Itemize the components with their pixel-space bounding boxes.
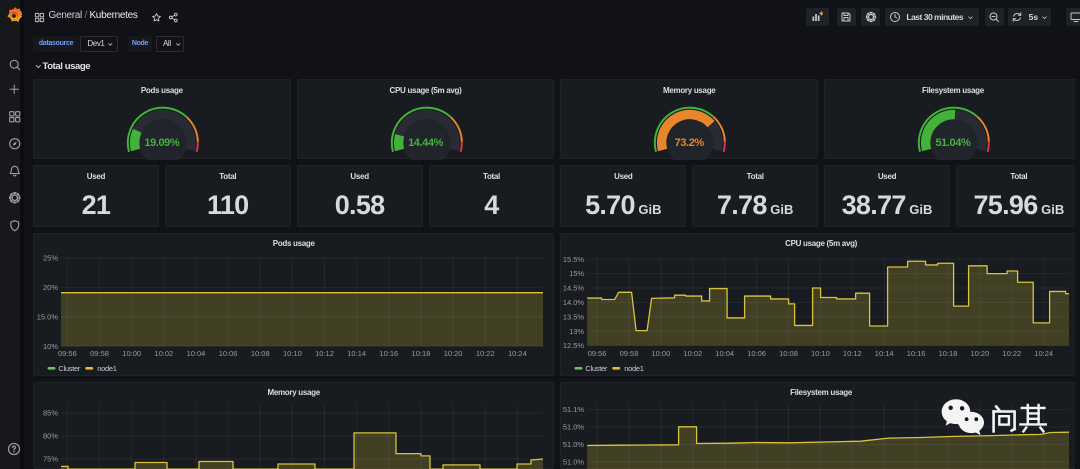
svg-text:14.0%: 14.0% bbox=[563, 298, 585, 307]
svg-text:09:56: 09:56 bbox=[588, 349, 607, 358]
svg-text:85%: 85% bbox=[43, 409, 58, 418]
svg-text:51.0%: 51.0% bbox=[563, 458, 585, 467]
svg-text:10:06: 10:06 bbox=[219, 349, 238, 358]
svg-text:75%: 75% bbox=[43, 455, 58, 464]
svg-text:10:24: 10:24 bbox=[1035, 349, 1054, 358]
svg-text:13%: 13% bbox=[569, 327, 584, 336]
svg-text:10:10: 10:10 bbox=[811, 349, 830, 358]
svg-text:10:00: 10:00 bbox=[652, 349, 671, 358]
svg-text:51.0%: 51.0% bbox=[563, 440, 585, 449]
svg-text:51.1%: 51.1% bbox=[563, 405, 585, 414]
svg-text:09:58: 09:58 bbox=[620, 349, 639, 358]
svg-text:Cluster: Cluster bbox=[586, 364, 608, 373]
svg-text:10:14: 10:14 bbox=[875, 349, 894, 358]
svg-text:10:20: 10:20 bbox=[971, 349, 990, 358]
svg-text:10:12: 10:12 bbox=[843, 349, 862, 358]
svg-text:10%: 10% bbox=[43, 342, 58, 351]
svg-text:10:16: 10:16 bbox=[907, 349, 926, 358]
svg-text:10:22: 10:22 bbox=[476, 349, 495, 358]
svg-text:10:02: 10:02 bbox=[154, 349, 173, 358]
svg-text:10:04: 10:04 bbox=[187, 349, 206, 358]
svg-text:80%: 80% bbox=[43, 432, 58, 441]
svg-text:10:18: 10:18 bbox=[939, 349, 958, 358]
svg-text:13.5%: 13.5% bbox=[563, 312, 585, 321]
svg-text:15.5%: 15.5% bbox=[563, 255, 585, 264]
svg-text:node1: node1 bbox=[625, 364, 644, 373]
svg-text:09:58: 09:58 bbox=[90, 349, 109, 358]
svg-text:25%: 25% bbox=[43, 254, 58, 263]
svg-text:10:10: 10:10 bbox=[283, 349, 302, 358]
svg-text:15%: 15% bbox=[569, 269, 584, 278]
svg-text:10:22: 10:22 bbox=[1003, 349, 1022, 358]
svg-text:09:56: 09:56 bbox=[58, 349, 77, 358]
svg-text:10:18: 10:18 bbox=[412, 349, 431, 358]
svg-text:Cluster: Cluster bbox=[58, 364, 80, 373]
svg-text:10:04: 10:04 bbox=[716, 349, 735, 358]
svg-text:10:20: 10:20 bbox=[444, 349, 463, 358]
svg-text:20%: 20% bbox=[43, 283, 58, 292]
svg-text:12.5%: 12.5% bbox=[563, 341, 585, 350]
svg-text:51.0%: 51.0% bbox=[563, 423, 585, 432]
svg-text:14.5%: 14.5% bbox=[563, 284, 585, 293]
svg-text:10:08: 10:08 bbox=[251, 349, 270, 358]
svg-text:10:14: 10:14 bbox=[347, 349, 366, 358]
svg-text:10:06: 10:06 bbox=[748, 349, 767, 358]
svg-text:node1: node1 bbox=[97, 364, 116, 373]
svg-text:15.0%: 15.0% bbox=[37, 312, 59, 321]
svg-text:10:00: 10:00 bbox=[122, 349, 141, 358]
svg-text:10:12: 10:12 bbox=[315, 349, 334, 358]
svg-text:10:08: 10:08 bbox=[780, 349, 799, 358]
svg-text:10:02: 10:02 bbox=[684, 349, 703, 358]
svg-text:10:24: 10:24 bbox=[508, 349, 527, 358]
svg-text:10:16: 10:16 bbox=[379, 349, 398, 358]
